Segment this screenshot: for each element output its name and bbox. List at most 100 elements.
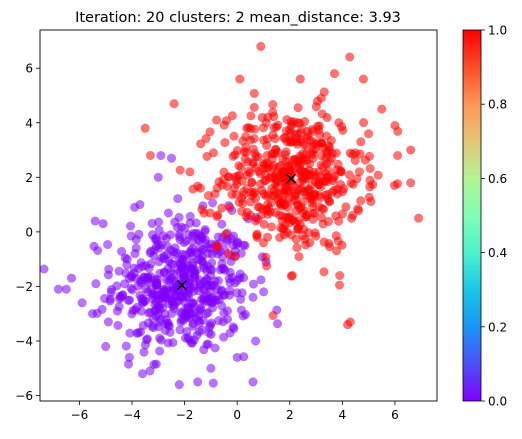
cluster-0-point xyxy=(93,245,103,256)
cluster-0-point xyxy=(206,280,216,290)
cluster-1-point xyxy=(228,151,238,161)
cluster-0-point xyxy=(156,150,166,161)
cluster-1-point xyxy=(227,111,237,121)
cluster-0-point xyxy=(228,322,238,332)
cluster-0-point xyxy=(77,298,87,308)
cluster-0-point xyxy=(208,198,218,208)
cluster-1-point xyxy=(365,163,375,174)
colorbar-tick-label: 0.4 xyxy=(488,246,507,260)
cluster-0-point xyxy=(173,194,183,204)
cluster-1-point xyxy=(293,103,303,113)
cluster-0-point xyxy=(90,216,100,226)
cluster-0-point xyxy=(149,359,159,370)
cluster-1-point xyxy=(286,162,296,172)
cluster-1-point xyxy=(332,189,342,199)
cluster-0-point xyxy=(166,258,176,269)
cluster-0-point xyxy=(163,208,173,218)
colorbar-tick-label: 1.0 xyxy=(488,24,507,38)
cluster-1-point xyxy=(317,109,327,119)
y-tick-label: 2 xyxy=(25,171,33,185)
cluster-0-point xyxy=(206,318,217,328)
colorbar-tick-label: 0.0 xyxy=(488,395,507,409)
cluster-1-point xyxy=(299,140,309,150)
cluster-1-point xyxy=(331,231,341,241)
cluster-0-point xyxy=(122,254,132,264)
cluster-1-point xyxy=(259,135,269,145)
cluster-1-point xyxy=(359,118,369,128)
cluster-1-point xyxy=(345,52,355,62)
cluster-0-point xyxy=(154,240,164,250)
cluster-0-point xyxy=(126,283,136,293)
cluster-0-point xyxy=(195,254,205,264)
cluster-1-point xyxy=(239,190,249,200)
cluster-0-point xyxy=(217,219,227,229)
cluster-1-point xyxy=(185,167,195,177)
cluster-1-point xyxy=(308,140,319,150)
cluster-0-point xyxy=(113,320,123,330)
cluster-0-point xyxy=(142,335,152,345)
cluster-0-point xyxy=(176,222,186,232)
cluster-1-point xyxy=(205,127,215,137)
cluster-1-point xyxy=(279,133,289,143)
cluster-0-point xyxy=(66,273,77,283)
centroid-marker-0 xyxy=(176,279,188,291)
cluster-0-point xyxy=(119,279,130,289)
cluster-1-point xyxy=(291,137,301,147)
cluster-1-point xyxy=(368,180,378,190)
cluster-1-point xyxy=(291,234,301,244)
cluster-1-point xyxy=(283,202,293,213)
colorbar-tick-label: 0.2 xyxy=(488,320,507,334)
cluster-1-point xyxy=(212,115,222,125)
cluster-0-point xyxy=(164,275,174,285)
colorbar-tick-label: 0.6 xyxy=(488,172,507,186)
cluster-0-point xyxy=(259,287,269,297)
cluster-0-point xyxy=(167,296,177,306)
cluster-1-point xyxy=(284,218,294,228)
cluster-1-point xyxy=(224,172,234,182)
cluster-1-point xyxy=(352,174,362,184)
centroid-marker-1 xyxy=(286,173,297,184)
cluster-1-point xyxy=(280,150,290,160)
cluster-0-point xyxy=(53,284,63,294)
cluster-0-point xyxy=(155,333,165,343)
cluster-1-point xyxy=(354,205,364,215)
cluster-0-point xyxy=(136,258,146,268)
cluster-0-point xyxy=(197,233,207,243)
cluster-1-point xyxy=(280,178,290,188)
colorbar xyxy=(462,29,482,402)
cluster-1-point xyxy=(295,118,305,128)
cluster-0-point xyxy=(248,377,258,387)
cluster-0-point xyxy=(121,341,131,351)
cluster-1-point xyxy=(291,206,301,216)
cluster-1-point xyxy=(247,191,257,201)
cluster-1-point xyxy=(249,88,259,98)
cluster-0-point xyxy=(166,267,176,277)
cluster-1-point xyxy=(294,223,304,233)
cluster-0-point xyxy=(104,264,114,274)
cluster-0-point xyxy=(195,280,206,290)
cluster-0-point xyxy=(232,352,242,362)
x-tick-label: −6 xyxy=(71,408,89,422)
cluster-0-point xyxy=(88,309,98,319)
cluster-1-point xyxy=(235,74,245,84)
cluster-0-point xyxy=(199,345,209,355)
cluster-1-point xyxy=(318,219,328,229)
cluster-0-point xyxy=(185,218,195,228)
cluster-0-point xyxy=(224,290,235,300)
cluster-1-point xyxy=(319,267,329,277)
cluster-1-point xyxy=(249,134,259,144)
cluster-0-point xyxy=(208,378,218,388)
cluster-1-point xyxy=(196,139,206,149)
cluster-1-point xyxy=(341,202,351,212)
cluster-1-point xyxy=(389,180,400,190)
cluster-1-point xyxy=(255,179,265,189)
cluster-1-point xyxy=(229,131,239,141)
cluster-1-point xyxy=(241,142,251,152)
cluster-1-point xyxy=(242,123,252,133)
cluster-1-point xyxy=(286,121,296,131)
cluster-1-point xyxy=(305,238,315,248)
cluster-0-point xyxy=(139,347,149,357)
cluster-1-point xyxy=(322,173,332,183)
plot-frame xyxy=(39,29,438,402)
